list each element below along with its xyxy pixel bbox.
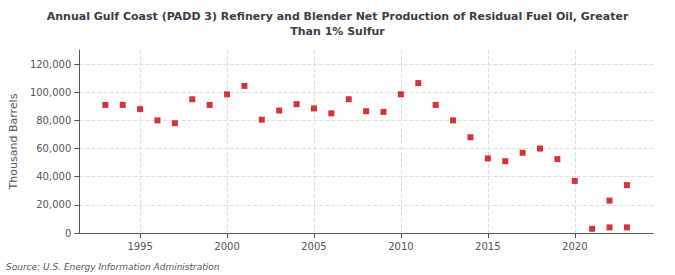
- svg-text:Annual Gulf Coast (PADD 3) Ref: Annual Gulf Coast (PADD 3) Refinery and …: [47, 10, 629, 23]
- svg-text:2020: 2020: [562, 241, 587, 252]
- svg-text:80,000: 80,000: [36, 115, 71, 126]
- svg-text:60,000: 60,000: [36, 143, 71, 154]
- svg-text:2005: 2005: [301, 241, 326, 252]
- svg-text:Than 1% Sulfur: Than 1% Sulfur: [290, 25, 385, 38]
- svg-text:2015: 2015: [475, 241, 500, 252]
- svg-text:100,000: 100,000: [30, 87, 71, 98]
- svg-text:120,000: 120,000: [30, 59, 71, 70]
- svg-text:1995: 1995: [127, 241, 152, 252]
- svg-text:Source: U.S. Energy Informatio: Source: U.S. Energy Information Administ…: [6, 262, 220, 272]
- svg-text:0: 0: [65, 228, 71, 239]
- svg-text:2010: 2010: [388, 241, 413, 252]
- svg-text:40,000: 40,000: [36, 171, 71, 182]
- svg-text:2000: 2000: [214, 241, 239, 252]
- svg-text:20,000: 20,000: [36, 199, 71, 210]
- svg-text:Thousand Barrels: Thousand Barrels: [7, 93, 20, 190]
